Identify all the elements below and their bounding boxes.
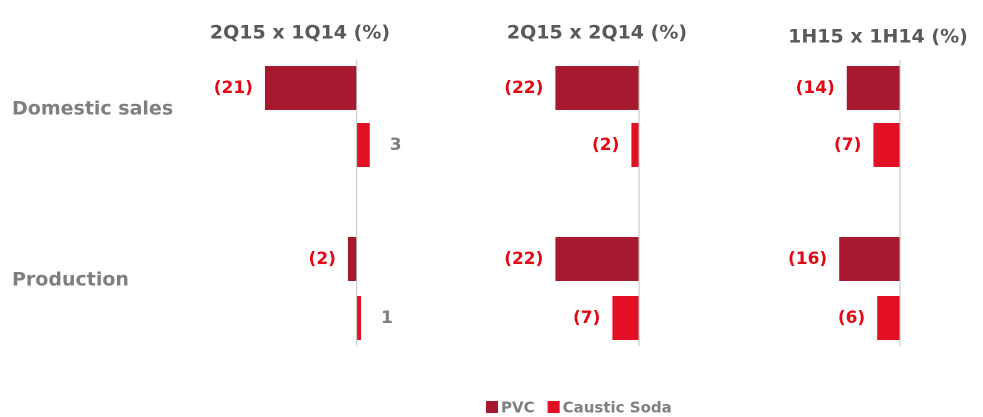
bar: [264, 66, 357, 110]
panel-title: 2Q15 x 1Q14 (%): [210, 22, 390, 44]
bar: [839, 237, 900, 281]
value-label: 3: [390, 135, 402, 155]
value-label: (2): [309, 249, 336, 269]
category-label: Production: [12, 269, 129, 291]
bar: [631, 123, 639, 167]
bar: [356, 296, 362, 340]
value-label: (2): [592, 135, 619, 155]
bar: [612, 296, 639, 340]
legend-swatch: [547, 401, 560, 413]
legend-label: PVC: [501, 399, 535, 417]
value-label: (22): [504, 78, 543, 98]
panel-title: 2Q15 x 2Q14 (%): [507, 22, 687, 44]
category-label: Domestic sales: [12, 98, 173, 120]
value-label: (7): [573, 308, 600, 328]
value-label: (6): [838, 308, 865, 328]
panel-title: 1H15 x 1H14 (%): [788, 26, 968, 48]
value-label: (7): [834, 135, 861, 155]
bar: [846, 66, 900, 110]
value-label: (21): [214, 78, 253, 98]
bar: [877, 296, 900, 340]
value-label: (14): [796, 78, 835, 98]
value-label: 1: [381, 308, 393, 328]
bar: [356, 123, 370, 167]
legend-swatch: [486, 401, 498, 413]
bar: [873, 123, 900, 167]
bar: [347, 237, 357, 281]
value-label: (16): [788, 249, 827, 269]
value-label: (22): [504, 249, 543, 269]
bar: [555, 66, 639, 110]
bar: [555, 237, 639, 281]
legend-label: Caustic Soda: [563, 399, 672, 417]
